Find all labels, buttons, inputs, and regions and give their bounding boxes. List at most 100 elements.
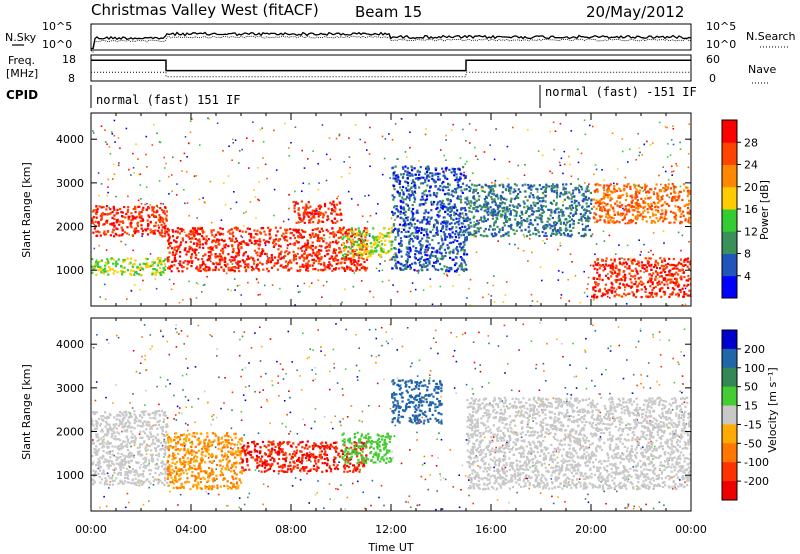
heatmap-speckle	[264, 163, 267, 166]
heatmap-speckle	[239, 338, 241, 341]
heatmap-cell	[351, 239, 354, 242]
heatmap-speckle	[335, 137, 338, 140]
heatmap-speckle	[575, 387, 578, 389]
heatmap-cell	[289, 237, 292, 240]
heatmap-cell	[452, 206, 455, 209]
heatmap-cell	[246, 263, 249, 266]
heatmap-cell	[540, 206, 543, 209]
heatmap-cell	[293, 242, 296, 245]
heatmap-speckle	[583, 291, 586, 294]
heatmap-cell	[666, 194, 669, 197]
heatmap-cell	[188, 248, 191, 251]
heatmap-cell	[621, 295, 624, 298]
heatmap-cell	[402, 198, 405, 201]
heatmap-cell	[635, 201, 638, 204]
heatmap-cell	[664, 209, 667, 212]
heatmap-cell	[531, 213, 535, 216]
heatmap-cell	[455, 221, 458, 224]
heatmap-cell	[420, 255, 423, 258]
heatmap-cell	[530, 204, 533, 207]
heatmap-cell	[409, 195, 412, 198]
heatmap-cell	[441, 207, 444, 210]
heatmap-speckle	[381, 135, 384, 138]
heatmap-speckle	[195, 297, 198, 299]
heatmap-cell	[229, 232, 232, 235]
heatmap-cell	[473, 198, 476, 201]
heatmap-cell	[298, 213, 301, 216]
heatmap-cell	[397, 229, 400, 232]
heatmap-cell	[314, 246, 317, 249]
heatmap-cell	[300, 235, 303, 238]
heatmap-cell	[99, 234, 102, 237]
heatmap-cell	[483, 190, 486, 193]
heatmap-cell	[683, 258, 687, 262]
heatmap-cell	[434, 219, 438, 222]
heatmap-cell	[432, 193, 436, 196]
heatmap-cell	[111, 216, 114, 219]
heatmap-cell	[95, 261, 98, 264]
heatmap-cell	[631, 204, 634, 208]
heatmap-cell	[537, 231, 540, 234]
heatmap-cell	[424, 210, 427, 213]
heatmap-cell	[414, 231, 417, 234]
heatmap-speckle	[348, 172, 351, 175]
heatmap-cell	[663, 267, 666, 271]
heatmap-cell	[609, 266, 612, 270]
heatmap-cell	[568, 219, 572, 222]
heatmap-cell	[248, 257, 251, 260]
heatmap-cell	[402, 173, 405, 176]
heatmap-cell	[427, 216, 430, 219]
heatmap-cell	[351, 253, 355, 256]
heatmap-cell	[687, 257, 690, 260]
heatmap-cell	[109, 208, 112, 211]
heatmap-cell	[428, 220, 431, 223]
heatmap-cell	[475, 210, 478, 213]
heatmap-speckle	[607, 273, 609, 275]
heatmap-cell	[601, 292, 604, 295]
heatmap-cell	[197, 269, 200, 272]
heatmap-speckle	[202, 197, 204, 199]
heatmap-cell	[638, 264, 641, 267]
heatmap-cell	[353, 264, 356, 267]
heatmap-cell	[612, 210, 616, 213]
heatmap-cell	[421, 219, 424, 222]
heatmap-speckle	[227, 175, 230, 177]
heatmap-cell	[149, 220, 152, 223]
heatmap-cell	[555, 183, 559, 186]
heatmap-speckle	[601, 169, 603, 171]
heatmap-cell	[639, 276, 642, 279]
heatmap-cell	[412, 245, 415, 248]
heatmap-cell	[409, 248, 412, 251]
heatmap-speckle	[369, 290, 371, 293]
heatmap-speckle	[92, 130, 94, 132]
heatmap-cell	[551, 187, 554, 190]
heatmap-speckle	[209, 180, 212, 183]
heatmap-speckle	[368, 235, 371, 237]
heatmap-cell	[574, 207, 578, 210]
heatmap-cell	[209, 251, 212, 254]
heatmap-cell	[452, 195, 455, 198]
heatmap-cell	[390, 243, 393, 246]
heatmap-speckle	[157, 217, 160, 219]
heatmap-cell	[538, 184, 541, 187]
heatmap-cell	[635, 191, 638, 194]
heatmap-cell	[593, 267, 596, 270]
heatmap-speckle	[372, 296, 375, 298]
heatmap-speckle	[310, 427, 313, 430]
heatmap-cell	[582, 215, 585, 218]
heatmap-speckle	[286, 247, 289, 249]
heatmap-cell	[669, 269, 672, 272]
heatmap-cell	[216, 263, 219, 266]
heatmap-cell	[275, 243, 278, 246]
heatmap-cell	[453, 270, 457, 273]
heatmap-cell	[448, 207, 451, 210]
heatmap-cell	[358, 234, 361, 237]
heatmap-cell	[134, 232, 137, 235]
heatmap-cell	[209, 246, 212, 249]
heatmap-cell	[171, 235, 175, 238]
heatmap-speckle	[450, 129, 453, 131]
heatmap-speckle	[345, 239, 348, 242]
heatmap-cell	[469, 204, 472, 207]
heatmap-cell	[433, 223, 436, 226]
heatmap-cell	[601, 215, 604, 218]
